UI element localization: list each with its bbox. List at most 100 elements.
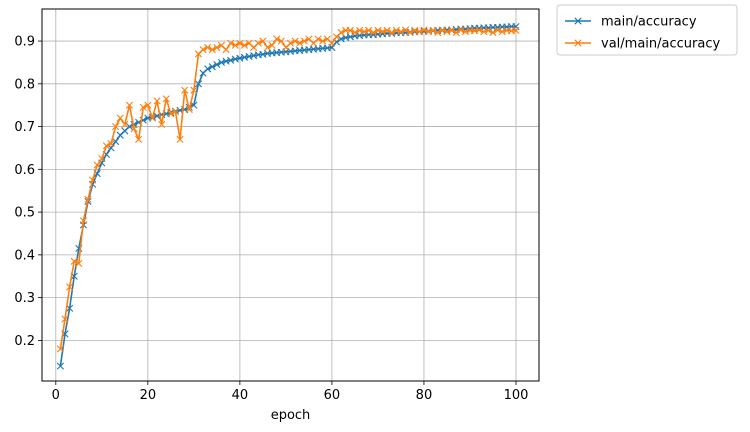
data-point — [240, 41, 249, 49]
data-point — [208, 46, 216, 54]
data-point — [337, 28, 345, 37]
x-tick-label: 80 — [416, 388, 433, 403]
data-point — [176, 135, 184, 144]
data-point — [360, 28, 368, 36]
data-point — [355, 26, 364, 34]
data-point — [296, 39, 304, 47]
legend: main/accuracy val/main/accuracy — [556, 4, 738, 56]
data-point — [121, 120, 129, 129]
x-tick-label: 40 — [232, 388, 249, 403]
data-point — [56, 345, 64, 353]
data-point — [300, 37, 308, 45]
data-point — [199, 46, 207, 54]
data-point — [254, 39, 262, 47]
x-tick-label: 20 — [140, 388, 157, 403]
data-point — [424, 28, 433, 36]
data-point — [231, 41, 239, 49]
data-point — [259, 37, 267, 45]
data-point — [135, 135, 143, 144]
data-point — [443, 28, 451, 36]
data-point — [493, 26, 502, 34]
data-point — [319, 37, 327, 45]
data-point — [378, 28, 387, 36]
series-2 — [56, 26, 520, 353]
legend-marker — [574, 39, 582, 47]
data-point — [498, 28, 506, 36]
data-point — [392, 26, 400, 34]
x-tick-label: 0 — [52, 388, 60, 403]
data-point — [171, 108, 180, 116]
data-point — [116, 114, 124, 122]
data-point — [434, 28, 442, 37]
data-point — [217, 58, 226, 67]
y-tick-label: 0.9 — [14, 35, 35, 50]
data-point — [401, 26, 410, 34]
legend-box — [556, 4, 738, 56]
y-tick-label: 0.4 — [14, 248, 35, 263]
data-point — [98, 155, 106, 163]
data-point — [61, 315, 69, 323]
data-point — [153, 97, 161, 105]
y-tick-label: 0.5 — [14, 206, 35, 221]
data-point — [475, 26, 483, 34]
data-point — [286, 39, 295, 47]
data-point — [194, 80, 203, 88]
data-point — [204, 43, 212, 52]
data-point — [75, 259, 83, 268]
data-point — [112, 137, 120, 146]
data-point — [411, 26, 419, 34]
data-point — [383, 26, 391, 34]
data-point — [438, 26, 446, 34]
data-point — [369, 28, 377, 37]
data-point — [208, 63, 216, 71]
data-point — [125, 122, 134, 131]
data-point — [222, 46, 230, 54]
data-point — [420, 26, 428, 34]
x-axis-label: epoch — [271, 408, 311, 423]
data-point — [227, 56, 235, 64]
data-point — [374, 26, 382, 34]
data-point — [277, 37, 285, 45]
data-point — [107, 140, 115, 148]
data-point — [130, 125, 138, 133]
data-point — [190, 86, 198, 94]
y-tick-label: 0.6 — [14, 163, 35, 178]
data-point — [148, 114, 157, 122]
data-point — [79, 217, 88, 225]
data-point — [415, 28, 423, 36]
data-point — [388, 28, 396, 37]
data-point — [452, 28, 460, 37]
data-point — [158, 120, 166, 129]
data-point — [273, 35, 281, 43]
data-point — [181, 86, 189, 94]
data-point — [263, 43, 272, 52]
data-point — [447, 26, 456, 34]
data-point — [337, 35, 345, 43]
legend-item: main/accuracy — [565, 15, 697, 30]
y-axis-ticks: 0.2 0.3 0.4 0.5 0.6 0.7 0.8 0.9 — [14, 35, 42, 349]
data-point — [314, 35, 322, 43]
data-point — [397, 28, 405, 36]
data-point — [70, 257, 78, 265]
data-point — [429, 26, 437, 34]
y-tick-label: 0.3 — [14, 291, 35, 306]
legend-label: main/accuracy — [601, 15, 697, 30]
y-tick-label: 0.2 — [14, 334, 35, 349]
data-point — [112, 122, 120, 131]
data-point — [227, 39, 235, 47]
y-tick-label: 0.7 — [14, 120, 35, 135]
data-point — [167, 110, 175, 118]
data-point — [125, 101, 134, 109]
data-point — [102, 142, 111, 150]
data-point — [480, 28, 488, 36]
data-point — [351, 28, 359, 37]
legend-label: val/main/accuracy — [601, 37, 720, 52]
legend-marker — [574, 17, 582, 25]
data-point — [144, 101, 152, 109]
data-point — [346, 26, 354, 34]
data-point — [365, 26, 373, 34]
data-point — [236, 39, 244, 47]
data-point — [328, 39, 336, 47]
data-point — [162, 95, 170, 103]
